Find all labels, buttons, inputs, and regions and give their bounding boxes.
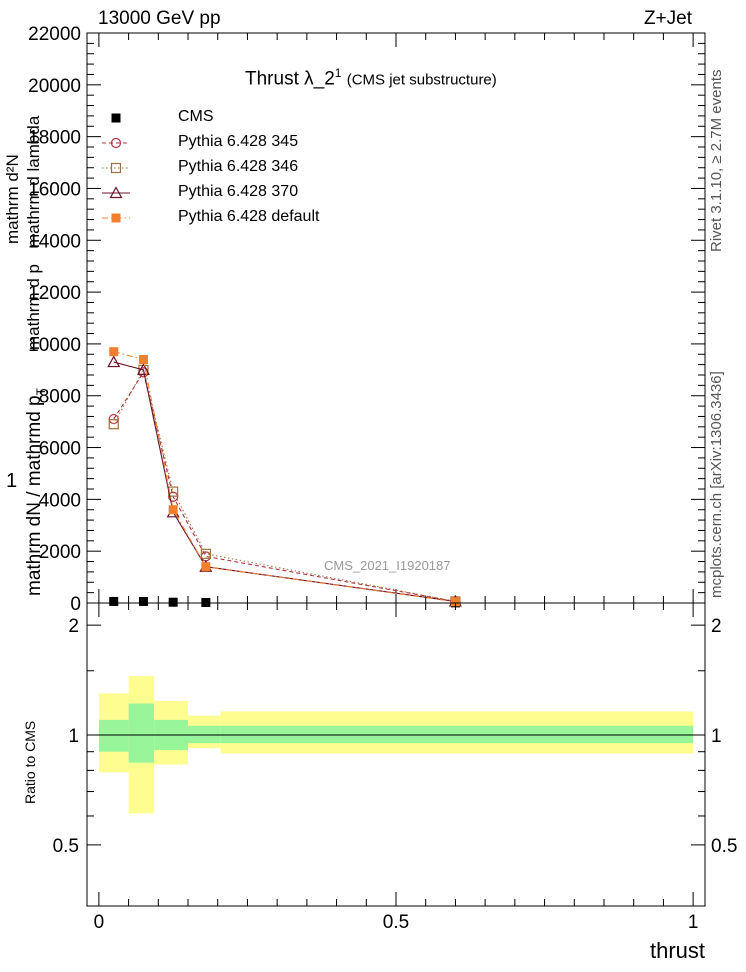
ylabel-dlambda: mathrm d lambda [24,115,43,248]
series-4-point-4 [450,597,460,607]
mcplots-info: mcplots.cern.ch [arXiv:1306.3436] [708,371,725,598]
ratio-ytick-label: 1 [68,726,79,747]
rivet-info: Rivet 3.1.10, ≥ 2.7M events [708,69,725,253]
main-ytick-label: 20000 [28,76,81,97]
main-ytick-label: 8000 [39,387,81,408]
main-ytick-label: 10000 [28,335,81,356]
ratio-stat-band-1 [128,703,155,763]
ylabel-d2n: mathrm d²N [3,154,22,244]
ratio-ytick-label-right: 0.5 [711,836,737,857]
main-ytick-label: 18000 [28,128,81,149]
main-ytick-label: 2000 [39,542,81,563]
legend-label-2: Pythia 6.428 346 [178,158,299,175]
main-ytick-label: 22000 [28,24,81,45]
x-axis-label: thrust [649,938,705,963]
main-ytick-label: 16000 [28,179,81,200]
legend-marker-1 [110,137,122,149]
series-line-4 [113,351,456,603]
ylabel-numerator: 1 [6,470,18,492]
ylabel-denominator-text: mathrm dN / mathrmd p [24,395,45,596]
series-0-point-1 [138,596,148,606]
main-ytick-label: 6000 [39,439,81,460]
ratio-xtick-label: 0 [94,912,105,933]
series-0-point-3 [201,597,211,607]
legend-marker-4 [111,213,121,223]
legend-label-0: CMS [178,108,214,125]
legend-label-4: Pythia 6.428 default [178,208,320,225]
ylabel-denominator-sub: T [33,388,48,396]
legend-marker-3 [109,186,123,199]
series-0-point-2 [168,597,178,607]
header-right: Z+Jet [643,8,692,29]
legend-label-3: Pythia 6.428 370 [178,183,299,200]
ratio-ytick-label-right: 2 [711,616,722,637]
ratio-xtick-label: 1 [688,912,699,933]
ratio-stat-band-3 [188,725,221,744]
ratio-panel: 0 0.5 1 0.5 0.5 1 1 2 2 [53,602,737,933]
ratio-ytick-label: 2 [68,616,79,637]
main-panel: 0 2000 4000 6000 8000 10000 12000 14000 16000 180… [28,24,706,615]
series-3-point-0 [107,355,121,368]
main-ytick-label: 12000 [28,283,81,304]
header-left: 13000 GeV pp [98,8,221,29]
analysis-watermark: CMS_2021_I1920187 [324,558,451,573]
series-4-point-2 [168,505,178,515]
legend-marker-0 [111,113,121,123]
ylabel-dpt: mathrm d p [24,264,43,350]
series-0-point-0 [109,596,119,606]
chart-title-main: Thrust λ_2 [245,68,335,90]
series-4-point-1 [138,354,148,364]
series-1-point-2 [168,491,179,502]
chart-title: Thrust λ_21 (CMS jet substructure) [245,66,497,90]
main-ytick-label: 14000 [28,231,81,252]
series-4-point-0 [109,347,119,357]
series-2-point-0 [108,419,119,430]
series-3-point-1 [136,363,150,375]
main-ytick-label: 4000 [39,490,81,511]
ratio-ytick-label: 0.5 [53,836,79,857]
chart-title-sup: 1 [334,66,342,80]
chart-title-suffix: (CMS jet substructure) [346,71,497,89]
ratio-xtick-label: 0.5 [383,912,409,933]
ratio-ylabel: Ratio to CMS [22,720,38,804]
ratio-ytick-label-right: 1 [711,726,722,747]
legend-marker-2 [110,162,122,174]
series-line-2 [113,368,456,602]
main-ytick-label: 0 [70,594,81,615]
legend-label-1: Pythia 6.428 345 [178,133,299,150]
series-2-point-3 [200,548,211,559]
ylabel-denominator: mathrm dN / mathrmd pT [24,388,48,596]
series-4-point-3 [201,562,211,572]
ratio-stat-band-4 [220,725,694,744]
ratio-stat-band-0 [98,719,129,752]
